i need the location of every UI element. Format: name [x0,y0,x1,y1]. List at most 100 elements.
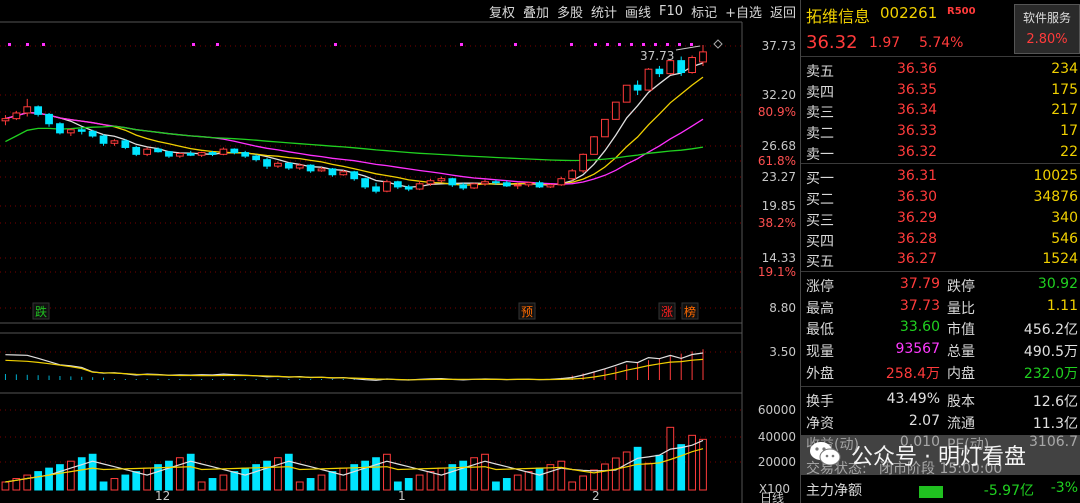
candle-body [165,151,173,157]
bids-row[interactable]: 买五 36.27 1524 [801,250,1080,271]
candle-body [339,171,348,176]
stat-value: 456.2亿 [1023,322,1078,339]
bids-row[interactable]: 买一 36.31 10025 [801,167,1080,188]
price-axis-label: 61.8% [758,154,796,168]
volume-bar [339,467,348,491]
toolbar-item[interactable]: 画线 [625,5,652,21]
volume-bar [633,446,642,491]
volume-bar [546,464,555,491]
volume-bar [426,471,435,491]
volume-bar [655,454,664,491]
candle-body [328,168,337,176]
asks-vol: 234 [1051,61,1078,77]
event-marker-box[interactable] [32,302,50,320]
asks-label: 卖四 [806,84,834,101]
candle-body [404,186,413,190]
volume-bar [383,453,391,491]
bids-row[interactable]: 买二 36.30 34876 [801,188,1080,209]
volume-bar [175,457,184,491]
volume-ma10 [5,448,704,483]
toolbar-item[interactable]: 叠加 [522,5,549,21]
event-marker-box[interactable] [658,302,676,320]
volume-bar [437,467,446,491]
stat-row: 外盘 258.4万 内盘 232.0万 [801,362,1080,384]
candle-body [513,184,522,187]
toolbar-item[interactable]: 统计 [591,5,618,21]
kline-chart-area[interactable]: 37.73 32.20 80.9% 26.68 61.8% 23.27 19.85 38.2%… [0,0,800,503]
toolbar-item[interactable]: 复权 [488,5,515,21]
signal-dot [666,43,669,46]
signal-dot [618,43,621,46]
asks-vol: 217 [1051,102,1078,119]
volume-bar [415,474,424,491]
asks-price: 36.34 [897,102,938,119]
volume-bars [1,426,707,491]
candle-body [502,182,511,187]
stat-value: 93567 [895,341,940,358]
price-axis-label: 38.2% [758,216,796,230]
asks-row[interactable]: 卖二 36.33 17 [801,122,1080,143]
bids-vol: 34876 [1033,189,1078,206]
flow-value: -5.97亿 [983,483,1034,500]
stock-name[interactable]: 拓维信息 [806,7,871,26]
volume-bar [197,481,206,491]
time-axis-label: 12 [155,489,170,503]
stat-value: 1.11 [1046,297,1078,314]
toolbar-item[interactable]: 返回 [769,5,796,21]
candle-body [34,106,43,115]
stat-value: 12.6亿 [1032,393,1078,410]
toolbar-item[interactable]: F10 [659,3,684,19]
volume-bar [77,457,86,491]
candle-body [361,178,370,188]
candle-body [132,146,141,155]
candle-body [393,181,402,188]
price-axis-label: 8.80 [769,301,796,315]
candle-body [688,57,696,74]
toolbar-item[interactable]: 多股 [556,5,583,21]
candle-body [633,84,642,91]
candle-body [252,155,261,161]
candle-body [1,118,10,122]
event-marker[interactable]: 涨 [661,304,673,319]
indicator-lines [4,349,704,381]
event-marker[interactable]: 榜 [684,304,696,319]
volume-bar [99,481,108,491]
toolbar-item[interactable]: 标记 [691,5,718,21]
asks-row[interactable]: 卖三 36.34 217 [801,101,1080,122]
sector-label: 软件服务 [1022,11,1071,25]
stat-value: 232.0万 [1023,366,1078,383]
signal-dot [216,43,219,46]
asks-price: 36.32 [897,143,938,160]
event-marker[interactable]: 跌 [35,304,47,319]
event-marker-box[interactable] [681,302,699,320]
candle-body [383,181,391,192]
event-marker-box[interactable] [518,302,536,320]
stats-block-1: 涨停 37.79 跌停 30.92 最高 37.73 量比 1.11 最低 33.60 市值 456.… [801,272,1080,387]
asks-row[interactable]: 卖五 36.36 234 [801,60,1080,81]
r-badge[interactable]: R500 [947,6,976,17]
volume-bar [404,478,413,491]
volume-axis-label: X100 [759,482,790,496]
stat-value: 2.07 [908,412,940,429]
candle-body [666,60,675,75]
signal-dot [334,43,337,46]
volume-bar [361,460,370,491]
bids-row[interactable]: 买四 36.28 546 [801,230,1080,251]
toolbar-item[interactable]: +自选 [725,5,762,21]
stat-value: 43.49% [886,390,940,407]
asks-row[interactable]: 卖一 36.32 22 [801,143,1080,164]
event-marker[interactable]: 预 [521,305,533,319]
asks-price: 36.33 [897,123,938,140]
candle-body [492,181,500,184]
volume-bar [1,481,10,491]
indicator-line-2 [5,358,704,381]
sector-box[interactable]: 软件服务 2.80% [1014,4,1080,54]
volume-bar [34,471,43,491]
bids-row[interactable]: 买三 36.29 340 [801,209,1080,230]
asks-row[interactable]: 卖四 36.35 175 [801,81,1080,102]
signal-dot [594,43,597,46]
period-label[interactable]: 日线 [760,491,784,503]
stat-value: 30.92 [1037,275,1078,292]
watermark-text: 公众号 · 明灯看盘 [851,445,1026,470]
